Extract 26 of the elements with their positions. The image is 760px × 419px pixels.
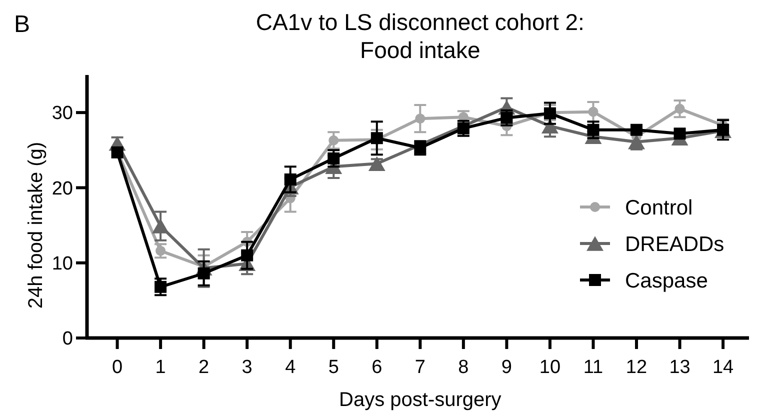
chart-title: CA1v to LS disconnect cohort 2: Food intake: [256, 9, 584, 63]
x-tick-label: 8: [458, 357, 469, 378]
x-tick-label: 6: [372, 357, 382, 378]
x-tick-label: 3: [242, 357, 252, 378]
x-tick-label: 5: [328, 357, 339, 378]
x-tick-label: 9: [501, 357, 512, 378]
x-tick-label: 10: [539, 357, 561, 378]
x-tick-label: 7: [414, 357, 426, 378]
x-tick-label: 1: [155, 357, 166, 378]
text: B: [14, 11, 30, 38]
legend-label: DREADDs: [625, 232, 724, 256]
legend-label: Control: [625, 196, 693, 220]
y-tick-label: 10: [52, 254, 73, 275]
x-tick-label: 11: [583, 357, 604, 378]
x-tick-label: 2: [198, 357, 210, 378]
x-axis-title: Days post-surgery: [339, 389, 502, 411]
y-tick-label: 0: [62, 328, 73, 350]
y-tick-label: 20: [52, 178, 73, 200]
x-tick-label: 12: [626, 357, 648, 378]
y-axis-title: 24h food intake (g): [25, 142, 47, 309]
y-tick-label: 30: [52, 103, 73, 124]
x-tick-label: 14: [712, 357, 734, 378]
x-tick-label: 4: [285, 357, 296, 378]
x-tick-label: 0: [112, 357, 123, 378]
legend-label: Caspase: [625, 269, 708, 292]
x-tick-label: 13: [669, 357, 690, 378]
